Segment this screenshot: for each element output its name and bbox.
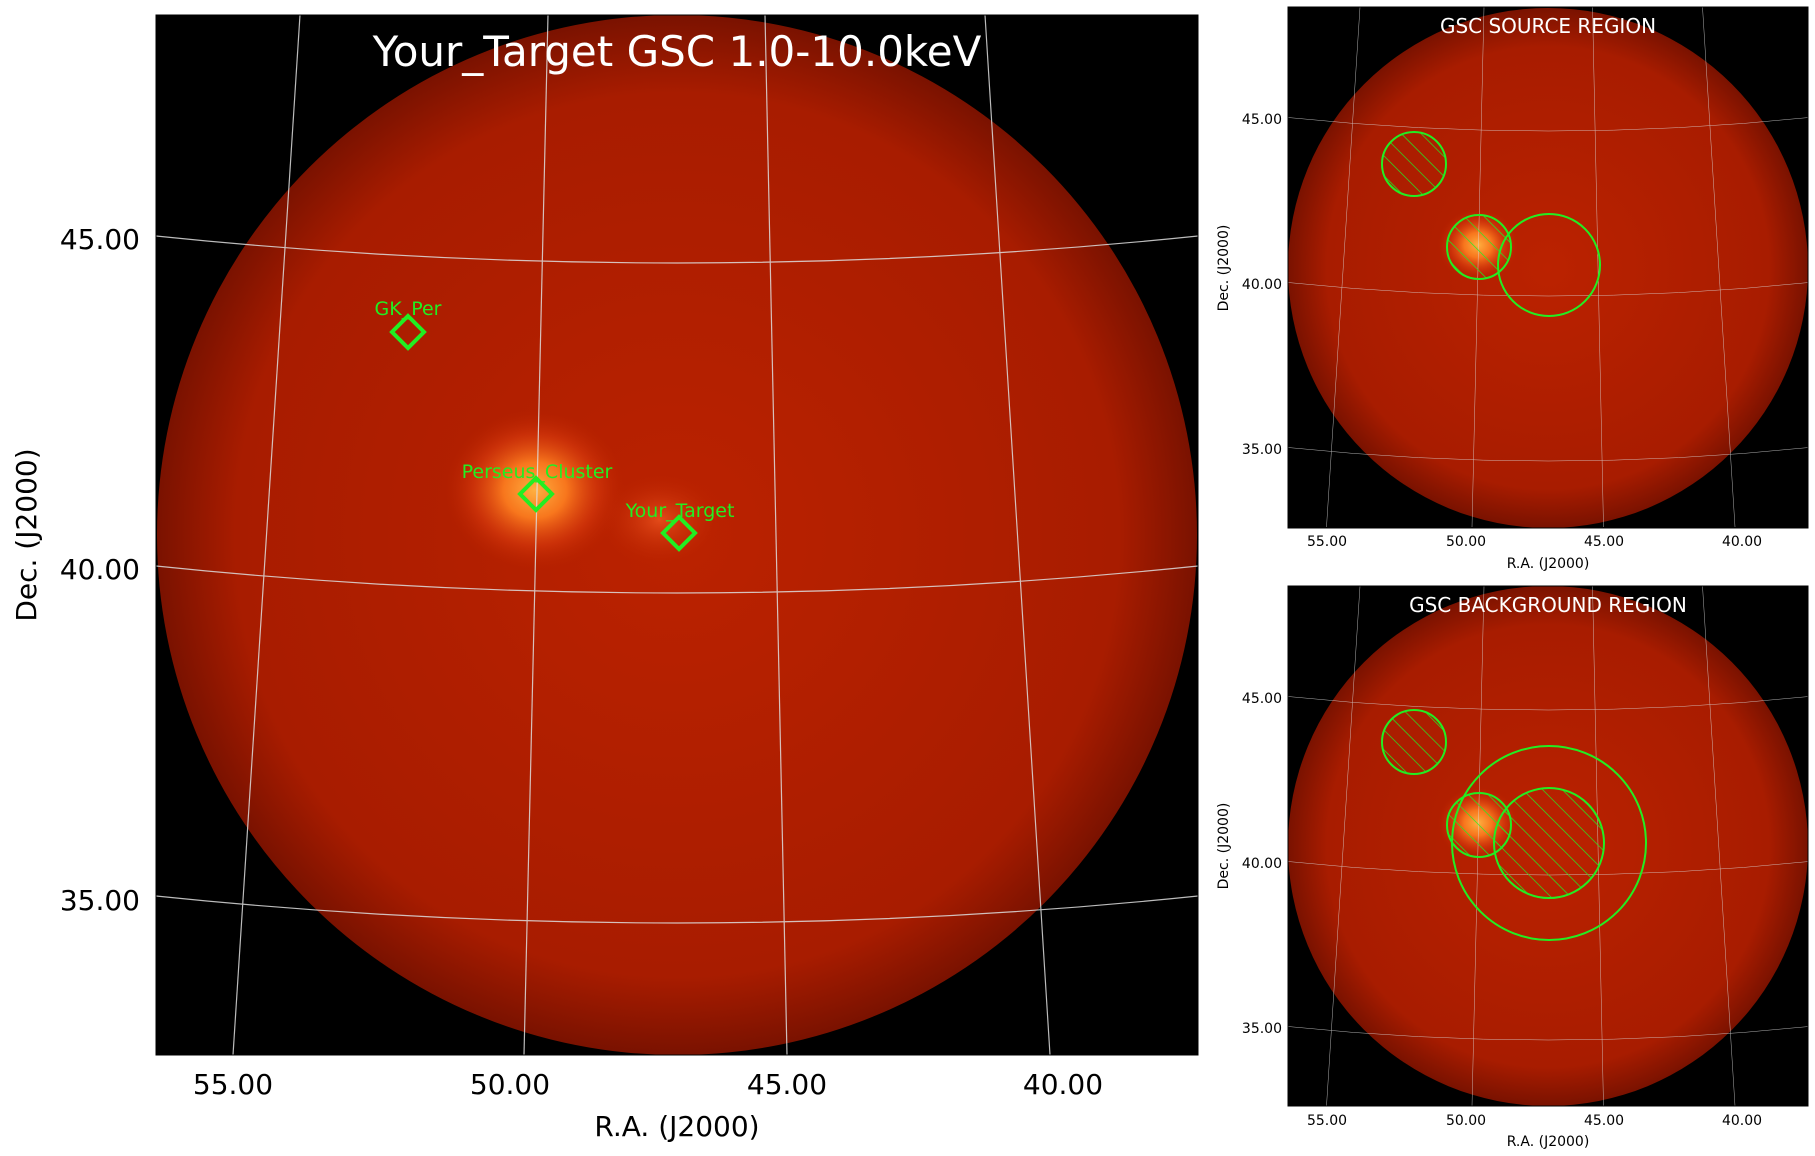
main-panel: GK_Per Perseus_Cluster Your_Target Your_…	[10, 14, 1199, 1143]
excluded-perseus-region	[1446, 214, 1512, 280]
source-ytick: 40.00	[1242, 277, 1282, 293]
main-ytick: 45.00	[60, 223, 140, 256]
target-emission	[600, 475, 720, 565]
source-panel-title: GSC SOURCE REGION	[1440, 14, 1656, 38]
source-extraction-region	[1497, 213, 1601, 317]
perseus-cluster-label: Perseus_Cluster	[462, 461, 613, 483]
background-frame	[1287, 585, 1809, 1107]
background-ylabel: Dec. (J2000)	[1216, 803, 1232, 890]
source-frame	[1287, 6, 1809, 529]
background-xtick: 40.00	[1722, 1113, 1762, 1129]
main-title: Your_Target GSC 1.0-10.0keV	[372, 27, 982, 76]
background-panel-title: GSC BACKGROUND REGION	[1409, 593, 1687, 617]
source-ylabel: Dec. (J2000)	[1216, 225, 1232, 312]
background-xlabel: R.A. (J2000)	[1507, 1134, 1590, 1150]
main-ytick: 35.00	[60, 884, 140, 917]
main-coordinate-grid	[156, 15, 1198, 1055]
source-xtick: 50.00	[1446, 534, 1486, 550]
source-coordinate-grid	[1288, 7, 1808, 528]
your-target-label: Your_Target	[625, 500, 735, 522]
main-xtick: 50.00	[470, 1068, 550, 1101]
main-ytick: 40.00	[60, 553, 140, 586]
excluded-target-region	[1493, 787, 1605, 899]
main-xtick: 45.00	[747, 1068, 827, 1101]
background-ytick: 40.00	[1242, 856, 1282, 872]
excluded-gk-per-region	[1381, 709, 1447, 775]
background-region-panel: GSC BACKGROUND REGION 55.00 50.00 45.00 …	[1216, 585, 1809, 1150]
source-xtick: 55.00	[1307, 534, 1347, 550]
source-xtick: 40.00	[1722, 534, 1762, 550]
perseus-cluster-marker	[517, 475, 555, 513]
main-ylabel: Dec. (J2000)	[10, 448, 43, 621]
background-xtick: 45.00	[1584, 1113, 1624, 1129]
main-xlabel: R.A. (J2000)	[594, 1110, 759, 1143]
main-xtick: 55.00	[193, 1068, 273, 1101]
source-xlabel: R.A. (J2000)	[1507, 556, 1590, 572]
background-ytick: 35.00	[1242, 1021, 1282, 1037]
background-xtick: 50.00	[1446, 1113, 1486, 1129]
source-xtick: 45.00	[1584, 534, 1624, 550]
source-region-panel: GSC SOURCE REGION 55.00 50.00 45.00 40.0…	[1216, 6, 1809, 572]
background-xtick: 55.00	[1307, 1113, 1347, 1129]
your-target-marker	[660, 514, 698, 552]
background-annulus-outer	[1451, 745, 1647, 941]
main-xtick: 40.00	[1023, 1068, 1103, 1101]
excluded-gk-per-region	[1381, 131, 1447, 197]
gk-per-marker	[389, 313, 427, 351]
source-ytick: 35.00	[1242, 442, 1282, 458]
main-frame	[155, 14, 1199, 1056]
gk-per-label: GK_Per	[375, 298, 442, 320]
perseus-cluster-emission	[445, 410, 625, 570]
source-ytick: 45.00	[1242, 112, 1282, 128]
background-ytick: 45.00	[1242, 691, 1282, 707]
